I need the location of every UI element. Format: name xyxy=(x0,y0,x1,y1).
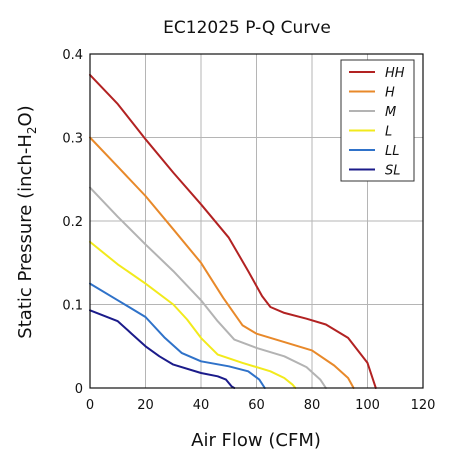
x-tick-label: 0 xyxy=(86,398,94,413)
x-tick-label: 40 xyxy=(193,398,210,413)
series-line-sl xyxy=(89,309,236,389)
y-tick-label: 0.3 xyxy=(62,132,83,147)
x-tick-labels: 0 20 40 60 80 100 120 xyxy=(86,398,436,413)
x-tick-label: 60 xyxy=(248,398,265,413)
legend-label-ll: LL xyxy=(385,144,400,159)
plot-frame xyxy=(89,53,424,389)
y-axis-label-tail: O) xyxy=(15,105,36,126)
x-axis-label: Air Flow (CFM) xyxy=(191,430,321,450)
series-lines xyxy=(89,73,377,389)
series-line-l xyxy=(89,240,297,389)
legend-label-hh: HH xyxy=(385,66,405,81)
series-line-hh xyxy=(89,73,377,389)
y-tick-labels: 0 0.1 0.2 0.3 0.4 xyxy=(62,48,83,397)
y-axis-label-subscript: 2 xyxy=(25,127,39,135)
y-tick-label: 0.1 xyxy=(62,299,83,314)
legend-label-h: H xyxy=(385,86,395,101)
chart-title: EC12025 P-Q Curve xyxy=(163,18,331,38)
x-tick-label: 80 xyxy=(304,398,321,413)
legend-box xyxy=(340,59,415,182)
legend-label-sl: SL xyxy=(385,164,401,179)
legend-label-m: M xyxy=(385,105,396,120)
series-line-m xyxy=(89,186,327,389)
y-tick-label: 0.2 xyxy=(62,215,83,230)
series-line-ll xyxy=(89,282,266,389)
legend-label-l: L xyxy=(385,125,392,140)
y-axis-label: Static Pressure (inch-H2O) xyxy=(15,105,39,338)
x-tick-label: 100 xyxy=(355,398,380,413)
y-tick-label: 0.4 xyxy=(62,48,83,63)
y-axis-label-main: Static Pressure (inch-H xyxy=(15,134,36,339)
y-tick-label: 0 xyxy=(75,382,83,397)
x-tick-label: 20 xyxy=(137,398,154,413)
x-tick-label: 120 xyxy=(411,398,436,413)
series-line-h xyxy=(89,136,355,389)
